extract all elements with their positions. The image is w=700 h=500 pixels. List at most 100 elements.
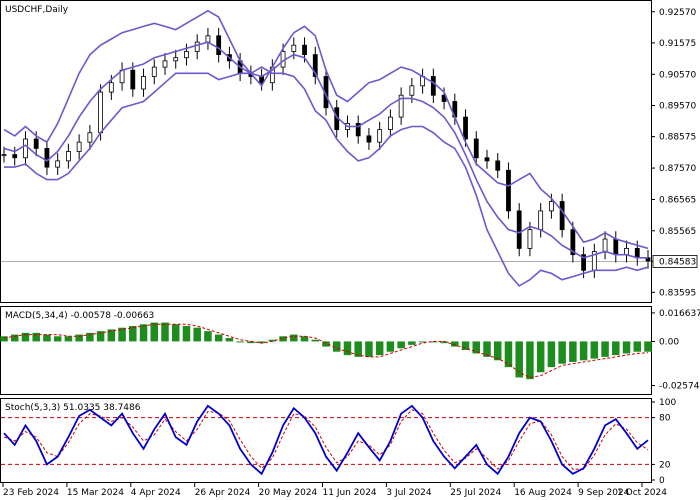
macd-histogram-bar bbox=[171, 324, 180, 342]
candle-body bbox=[130, 69, 136, 90]
macd-histogram-bar bbox=[569, 341, 577, 362]
date-tick-label: 26 Apr 2024 bbox=[195, 488, 251, 498]
macd-histogram-bar bbox=[558, 341, 566, 364]
macd-histogram-bar bbox=[343, 341, 352, 356]
axis-layer: 0.92570 0.91575 0.90570 0.89570 0.88575 0.875… bbox=[2, 8, 700, 498]
macd-title: MACD(5,34,4) -0.00578 -0.00663 bbox=[5, 311, 154, 321]
price-tick-label: 0.90570 bbox=[659, 70, 696, 80]
candle-body bbox=[527, 229, 533, 249]
macd-histogram-bar bbox=[247, 341, 255, 344]
price-tick-label: 0.85565 bbox=[659, 227, 696, 237]
macd-histogram-bar bbox=[493, 341, 502, 361]
candle-body bbox=[549, 201, 554, 212]
candle-body bbox=[98, 91, 103, 134]
candle-body bbox=[473, 138, 479, 159]
current-price-box bbox=[652, 255, 698, 268]
macd-histogram-bar bbox=[300, 336, 309, 342]
macd-histogram-bar bbox=[440, 341, 448, 344]
macd-histogram-bar bbox=[612, 341, 620, 356]
candle-body bbox=[141, 76, 146, 90]
candle-body bbox=[302, 44, 307, 55]
macd-histogram-bar bbox=[515, 341, 523, 378]
candle-body bbox=[312, 54, 318, 77]
macd-signal-line bbox=[3, 323, 649, 378]
macd-histogram-bar bbox=[332, 341, 341, 352]
macd-histogram-bar bbox=[590, 341, 599, 359]
stoch-tick-label: 80 bbox=[659, 414, 671, 424]
candle-body bbox=[23, 138, 28, 159]
date-tick-label: 25 Jul 2024 bbox=[450, 488, 501, 498]
macd-tick-label: -0.025749 bbox=[659, 382, 700, 392]
macd-histogram-bar bbox=[53, 336, 62, 342]
macd-histogram-bar bbox=[601, 341, 609, 357]
macd-histogram-bar bbox=[397, 341, 405, 349]
candle-body bbox=[602, 238, 608, 252]
candle-body bbox=[495, 160, 501, 171]
macd-histogram-bar bbox=[322, 341, 330, 347]
price-tick-label: 0.87570 bbox=[659, 164, 696, 174]
macd-histogram-bar bbox=[225, 338, 234, 342]
candle-body bbox=[409, 85, 415, 96]
stoch-main-line bbox=[3, 404, 649, 476]
macd-histogram-bar bbox=[118, 327, 126, 342]
date-tick-label: 3 Jul 2024 bbox=[386, 488, 431, 498]
candle-body bbox=[162, 60, 168, 68]
stoch-panel-frame[interactable] bbox=[0, 398, 652, 483]
macd-histogram-bar bbox=[75, 334, 83, 342]
price-tick-label: 0.89570 bbox=[659, 102, 696, 112]
date-tick-label: 11 Jun 2024 bbox=[323, 488, 377, 498]
candle-body bbox=[516, 210, 522, 249]
candle-body bbox=[184, 51, 189, 59]
stoch-layer bbox=[1, 404, 651, 476]
price-layer bbox=[1, 9, 651, 287]
date-tick-label: 15 Mar 2024 bbox=[67, 488, 124, 498]
macd-histogram-bar bbox=[418, 341, 427, 343]
macd-histogram-bar bbox=[375, 341, 384, 356]
macd-histogram-bar bbox=[461, 341, 470, 350]
candle-body bbox=[55, 160, 61, 168]
candle-body bbox=[151, 66, 157, 77]
macd-histogram-bar bbox=[64, 336, 73, 342]
candle-body bbox=[506, 169, 511, 212]
macd-histogram-bar bbox=[150, 322, 159, 342]
macd-histogram-bar bbox=[365, 341, 373, 357]
macd-histogram-bar bbox=[129, 326, 137, 342]
stoch-tick-label: 20 bbox=[659, 460, 671, 470]
candle-body bbox=[624, 248, 629, 256]
macd-histogram-bar bbox=[633, 341, 642, 352]
candle-body bbox=[398, 94, 404, 118]
candle-body bbox=[108, 82, 114, 93]
macd-histogram-bar bbox=[193, 327, 201, 342]
macd-histogram-bar bbox=[21, 332, 30, 342]
macd-histogram-bar bbox=[354, 341, 362, 357]
candle-body bbox=[613, 238, 619, 256]
macd-histogram-bar bbox=[311, 339, 320, 342]
macd-tick-label: 0.016637 bbox=[659, 309, 700, 319]
candle-body bbox=[87, 132, 93, 143]
macd-histogram-bar bbox=[526, 341, 534, 380]
candle-body bbox=[387, 116, 393, 131]
price-tick-label: 0.92570 bbox=[659, 8, 696, 18]
candle-body bbox=[173, 57, 179, 62]
macd-histogram-bar bbox=[204, 331, 212, 342]
candle-body bbox=[1, 154, 7, 157]
bollinger-lower-line bbox=[4, 66, 649, 287]
price-panel-frame[interactable] bbox=[0, 0, 652, 303]
candle-body bbox=[538, 210, 544, 231]
macd-tick-label: 0.00 bbox=[659, 337, 679, 347]
price-tick-label: 0.83595 bbox=[659, 288, 696, 298]
candle-body bbox=[484, 157, 490, 162]
macd-histogram-bar bbox=[236, 341, 244, 343]
macd-histogram-bar bbox=[536, 341, 545, 373]
price-tick-label: 0.86565 bbox=[659, 195, 696, 205]
stoch-tick-label: 0 bbox=[659, 476, 665, 486]
macd-histogram-bar bbox=[622, 341, 631, 354]
price-tick-label: 0.88575 bbox=[659, 133, 696, 143]
stoch-tick-label: 100 bbox=[659, 398, 676, 408]
candle-body bbox=[66, 151, 71, 162]
macd-histogram-bar bbox=[408, 341, 416, 345]
macd-histogram-bar bbox=[386, 341, 395, 352]
candle-body bbox=[76, 141, 82, 152]
macd-histogram-bar bbox=[182, 326, 191, 342]
